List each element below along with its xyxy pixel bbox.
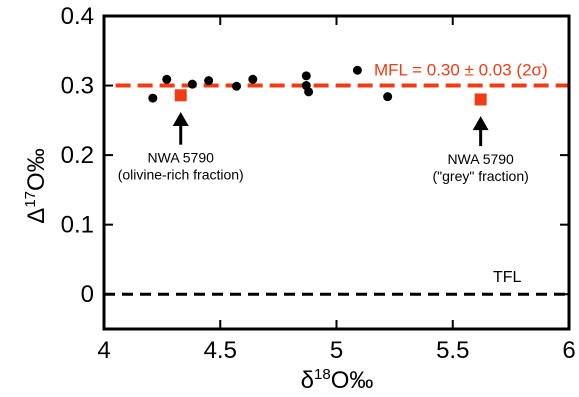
annotation-arrow-head: [172, 111, 189, 126]
data-point: [232, 81, 242, 91]
data-point: [162, 74, 172, 84]
data-point: [148, 93, 158, 103]
x-axis-label: δ18O‰: [301, 366, 374, 394]
y-axis-label: Δ17O‰: [22, 148, 50, 223]
annotation-label-1: (olivine-rich fraction): [118, 167, 244, 183]
y-tick-label: 0.4: [61, 3, 94, 30]
y-tick-label: 0: [81, 281, 94, 308]
sample-square-point: [474, 93, 487, 106]
data-point: [248, 74, 258, 84]
x-tick-label: 6: [562, 337, 575, 364]
y-tick-label: 0.2: [61, 142, 94, 169]
sample-square-point: [174, 89, 187, 102]
x-tick-label: 4.5: [204, 337, 237, 364]
x-tick-label: 5: [330, 337, 343, 364]
data-point: [352, 65, 362, 75]
y-axis-ticks: 0 0.1 0.2 0.3 0.4: [61, 3, 569, 308]
annotation-label-2: NWA 5790: [447, 151, 514, 167]
tfl-label: TFL: [493, 269, 522, 286]
x-axis-ticks: 4 4.5 5 5.5 6: [97, 16, 576, 364]
data-point: [187, 79, 197, 89]
x-tick-label: 4: [97, 337, 110, 364]
mfl-label: MFL = 0.30 ± 0.03 (2σ): [374, 61, 548, 80]
annotation-arrow-head: [472, 116, 489, 131]
plot-frame: [102, 14, 571, 331]
data-point: [304, 87, 314, 97]
data-points: [148, 65, 487, 106]
data-point: [383, 92, 393, 102]
x-tick-label: 5.5: [436, 337, 469, 364]
annotation-label-1: NWA 5790: [148, 150, 215, 166]
data-point: [204, 76, 214, 86]
annotations: NWA 5790(olivine-rich fraction)NWA 5790(…: [118, 111, 529, 184]
y-tick-label: 0.3: [61, 73, 94, 100]
y-tick-label: 0.1: [61, 212, 94, 239]
annotation-label-2: ("grey" fraction): [432, 168, 528, 184]
data-point: [301, 71, 311, 81]
